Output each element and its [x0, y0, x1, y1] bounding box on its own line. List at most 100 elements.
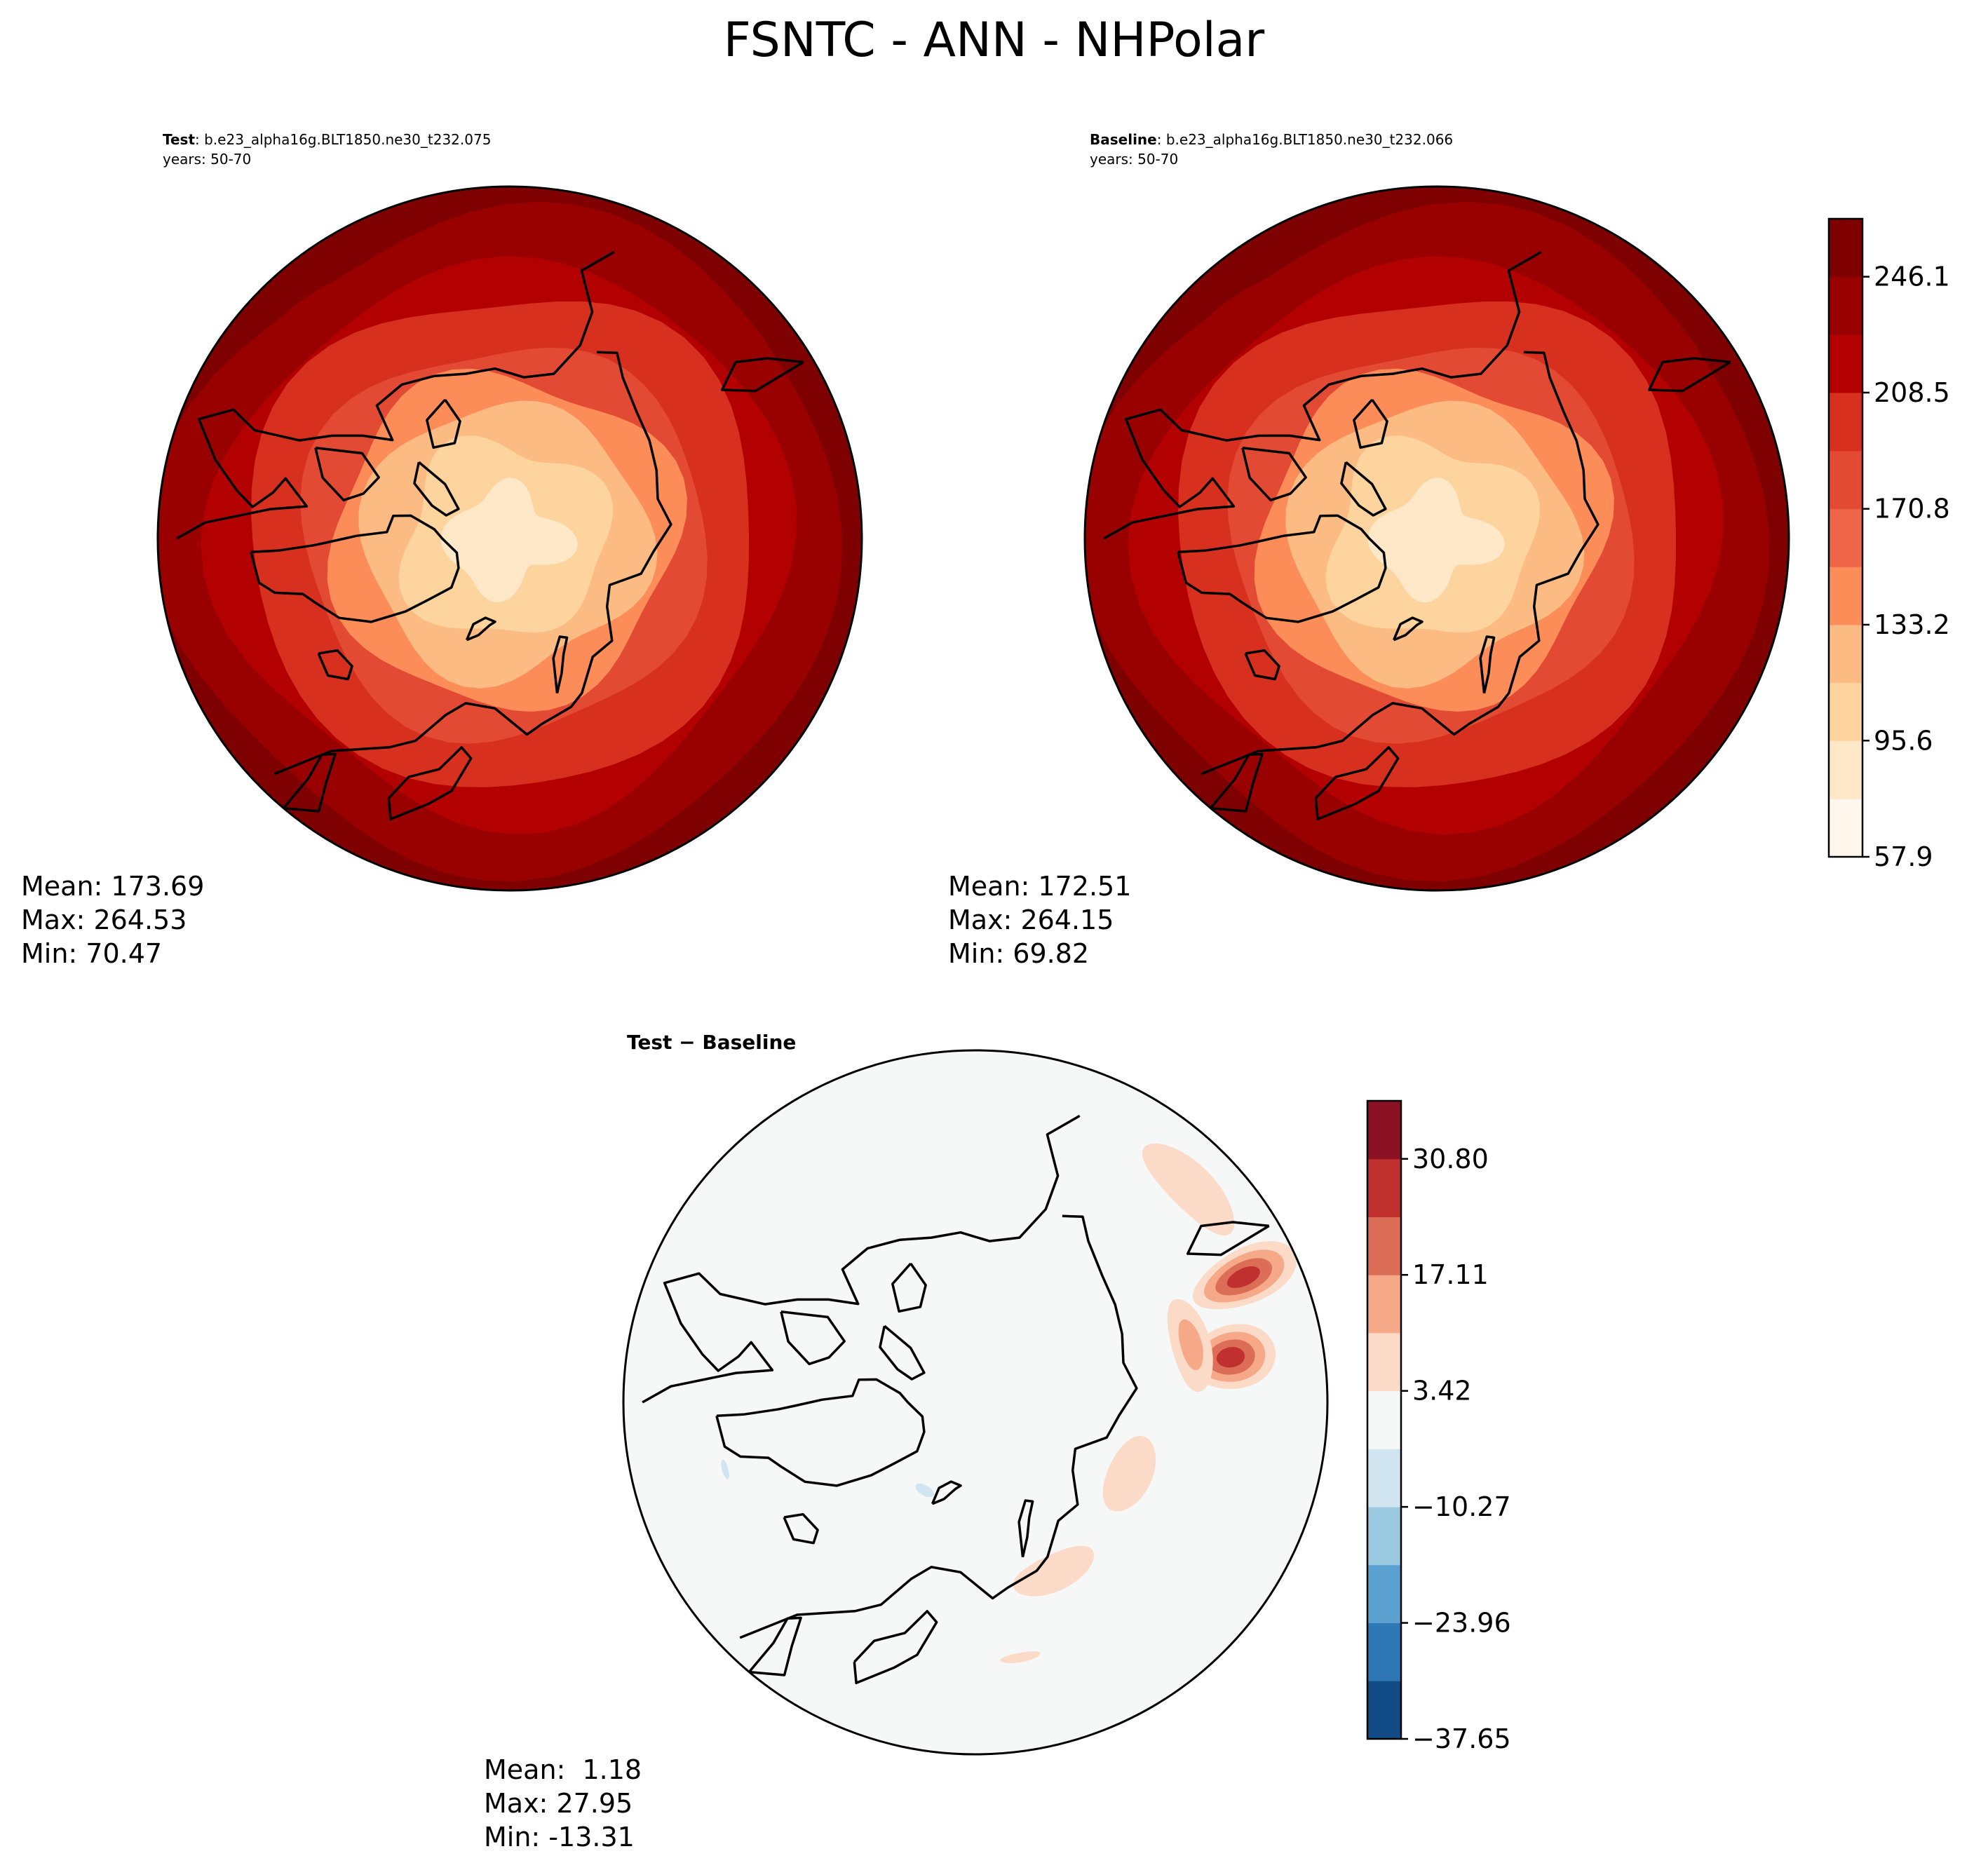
colorbar-segment [1367, 1449, 1401, 1507]
map-boundary [156, 185, 863, 892]
anomaly-contour [1030, 1557, 1078, 1587]
coastline [739, 1214, 1138, 1639]
colorbar-segment [1829, 740, 1862, 799]
colorbar-segment [1829, 567, 1862, 625]
colorbar-tick-label: 133.2 [1874, 609, 1950, 640]
coastline [1479, 635, 1496, 694]
baseline-case-name: : b.e23_alpha16g.BLT1850.ne30_t232.066 [1156, 131, 1454, 148]
test-label: Test [163, 131, 196, 148]
colorbar-tick-label: 57.9 [1874, 841, 1933, 872]
coastline [250, 514, 460, 623]
test-polar-map [156, 185, 863, 892]
test-max: Max: 264.53 [21, 904, 187, 935]
coastline [1209, 752, 1264, 813]
baseline-stats: Mean: 172.51 Max: 264.15 Min: 69.82 [948, 869, 1131, 970]
anomaly-contour [1184, 1329, 1198, 1360]
coastline [1647, 357, 1731, 393]
test-case-name: : b.e23_alpha16g.BLT1850.ne30_t232.075 [195, 131, 492, 148]
colorbar-segment [1367, 1332, 1401, 1392]
coastline [1392, 616, 1424, 642]
colorbar-segment [1829, 624, 1862, 684]
colorbar-tick-label: −23.96 [1412, 1608, 1511, 1639]
colorbar-frame [1827, 217, 1864, 858]
colorbar-segment [1829, 334, 1862, 393]
test-min: Min: 70.47 [21, 938, 163, 969]
colorbar-segment [1367, 1564, 1401, 1624]
coastline [282, 752, 337, 813]
field-ring [440, 477, 578, 603]
map-boundary [1083, 185, 1790, 892]
colorbar-tick-label: 95.6 [1874, 725, 1933, 756]
baseline-panel-title: Baseline: b.e23_alpha16g.BLT1850.ne30_t2… [1090, 130, 1453, 149]
colorbar-tick-label: 246.1 [1874, 262, 1950, 292]
coastline [715, 1378, 926, 1487]
baseline-label: Baseline [1090, 131, 1157, 148]
coastline [1241, 447, 1307, 502]
coastline [642, 1114, 1081, 1404]
coastline [1103, 250, 1542, 540]
coastline [413, 461, 460, 517]
colorbar-tick-label: −10.27 [1412, 1491, 1511, 1522]
colorbar-segment [1367, 1217, 1401, 1275]
coastline [273, 351, 672, 775]
coastline [853, 1610, 938, 1685]
coastline [1201, 351, 1600, 775]
coastline [720, 357, 804, 393]
coastline [780, 1310, 846, 1366]
coastline [891, 1262, 927, 1313]
coastline [1177, 514, 1387, 623]
figure-title: FSNTC - ANN - NHPolar [723, 13, 1265, 68]
baseline-years: years: 50-70 [1090, 151, 1179, 168]
colorbar-tick-label: 208.5 [1874, 377, 1950, 408]
coastline [317, 649, 353, 681]
colorbar-tick-label: 17.11 [1412, 1259, 1489, 1290]
baseline-polar-map [1083, 185, 1790, 892]
coastline [931, 1480, 962, 1505]
colorbar-segment [1829, 799, 1862, 858]
colorbar-segment [1829, 451, 1862, 510]
diff-mean: Mean: 1.18 [484, 1754, 642, 1785]
anomaly-contour [1163, 1160, 1217, 1215]
colorbar-segment [1829, 276, 1862, 335]
anomaly-contour [1118, 1458, 1141, 1490]
diff-max: Max: 27.95 [484, 1788, 633, 1819]
coastline [426, 398, 461, 449]
baseline-mean: Mean: 172.51 [948, 871, 1132, 902]
diff-min: Min: -13.31 [484, 1822, 635, 1852]
anomaly-contour [1000, 1651, 1041, 1663]
test-mean: Mean: 173.69 [21, 871, 205, 902]
colorbar-segment [1367, 1275, 1401, 1334]
coastline [387, 746, 473, 821]
colorbar-segment [1367, 1622, 1401, 1681]
coastline [1340, 461, 1387, 517]
colorbar-segment [1367, 1507, 1401, 1566]
test-panel-title: Test: b.e23_alpha16g.BLT1850.ne30_t232.0… [163, 130, 491, 149]
colorbar-tick-label: −37.65 [1412, 1723, 1511, 1754]
colorbar-tick-label: 30.80 [1412, 1144, 1489, 1174]
main-colorbar: 57.9 95.6 133.2 170.8 208.5 246.1 [1827, 217, 1950, 872]
anomaly-contour [1216, 1347, 1245, 1368]
colorbar-segment [1829, 682, 1862, 741]
coastline [1017, 1499, 1034, 1558]
anomaly-contour [721, 1459, 729, 1479]
coastline [465, 616, 496, 642]
coastline [552, 635, 569, 694]
coastline [879, 1324, 926, 1381]
coastline [314, 447, 380, 502]
coastline [748, 1616, 802, 1676]
map-boundary [622, 1049, 1329, 1756]
field-ring [1367, 477, 1505, 603]
diff-polar-map [622, 1049, 1329, 1756]
colorbar-segment [1367, 1101, 1401, 1160]
colorbar-segment [1829, 392, 1862, 452]
baseline-min: Min: 69.82 [948, 938, 1090, 969]
colorbar-segment [1367, 1390, 1401, 1449]
test-stats: Mean: 173.69 Max: 264.53 Min: 70.47 [21, 869, 204, 970]
colorbar-segment [1829, 508, 1862, 567]
colorbar-tick-label: 3.42 [1412, 1376, 1472, 1407]
diff-stats: Mean: 1.18 Max: 27.95 Min: -13.31 [484, 1753, 642, 1854]
colorbar-tick-label: 170.8 [1874, 494, 1950, 524]
coastline [1314, 746, 1400, 821]
test-years: years: 50-70 [163, 151, 252, 168]
